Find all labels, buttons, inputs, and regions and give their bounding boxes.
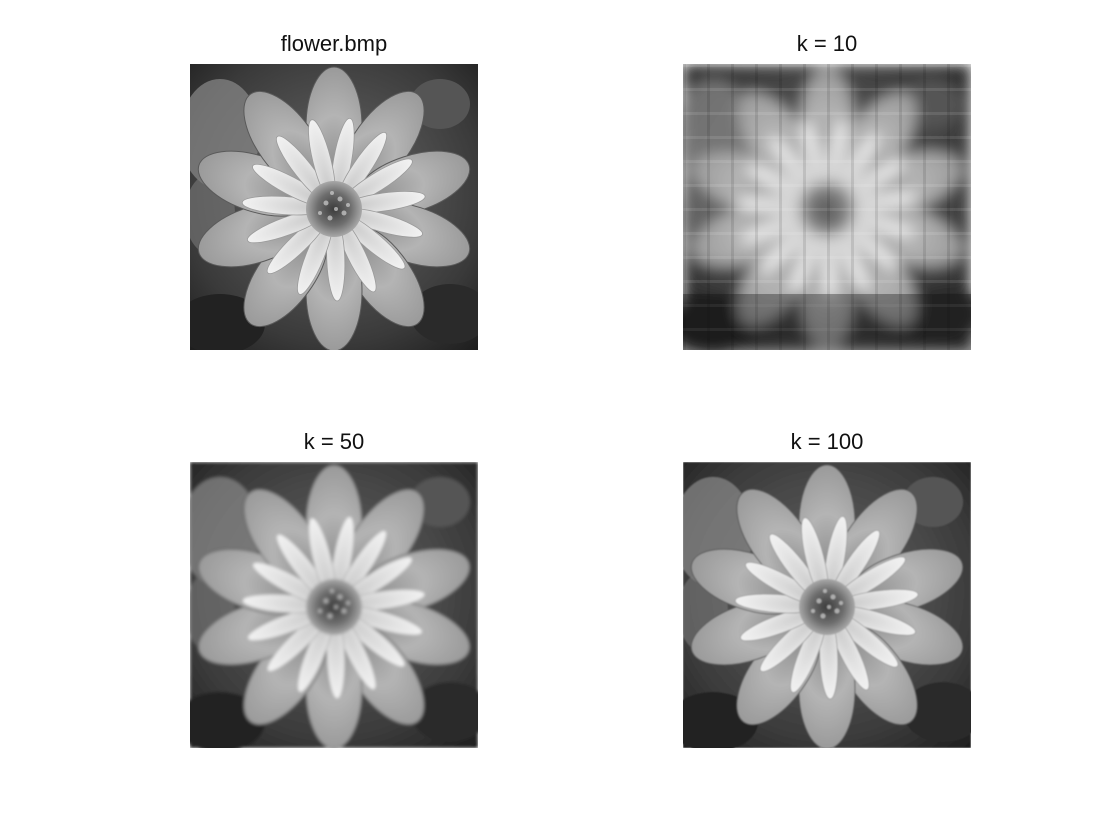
panel-original: flower.bmp: [190, 31, 478, 350]
panel-k50: k = 50: [190, 429, 478, 748]
panel-title: k = 100: [790, 429, 864, 454]
panel-title: flower.bmp: [280, 31, 388, 56]
panel-k10: k = 10: [683, 31, 971, 350]
flower-image-k10: [683, 64, 971, 350]
flower-image-k100: [683, 462, 971, 748]
panel-k100: k = 100: [683, 429, 971, 748]
flower-image-k50: [190, 462, 478, 748]
panel-title: k = 50: [303, 429, 365, 454]
flower-image-original: [190, 64, 478, 350]
panel-title: k = 10: [796, 31, 858, 56]
